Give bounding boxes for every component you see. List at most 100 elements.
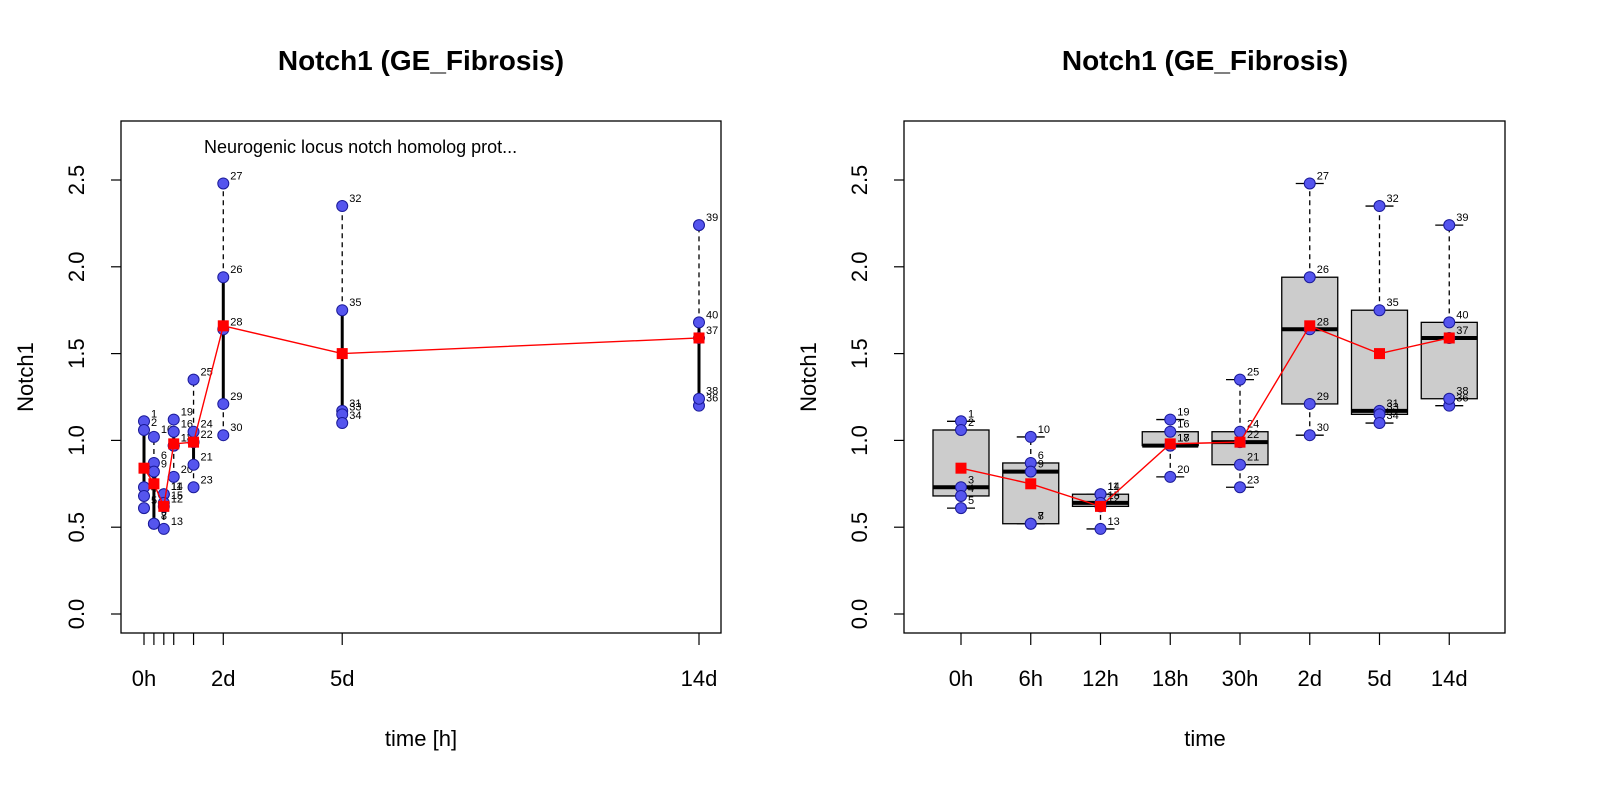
left-point-label: 9 — [161, 459, 167, 471]
left-data-point — [187, 458, 200, 471]
right-point-label: 26 — [1317, 264, 1329, 276]
right-data-point — [955, 489, 967, 502]
left-point-label: 30 — [230, 422, 242, 434]
left-data-point — [693, 392, 705, 405]
left-data-point — [217, 271, 230, 284]
right-chart-title: Notch1 (GE_Fibrosis) — [1062, 45, 1348, 76]
left-x-axis-label: time [h] — [385, 726, 457, 751]
left-data-point — [693, 219, 705, 232]
right-mean-marker — [1095, 500, 1106, 512]
left-y-axis-label: Notch1 — [13, 342, 38, 412]
right-point-label: 12 — [1108, 493, 1120, 505]
left-plot-frame — [120, 120, 722, 634]
left-mean-marker — [168, 438, 180, 450]
left-y-tick-label: 2.5 — [64, 165, 89, 196]
left-data-point — [167, 425, 180, 438]
left-data-point — [336, 200, 349, 213]
right-point-label: 36 — [1456, 393, 1468, 405]
left-data-point — [138, 423, 150, 436]
right-point-label: 35 — [1387, 297, 1399, 309]
right-point-label: 39 — [1456, 212, 1468, 224]
right-point-label: 8 — [1038, 511, 1044, 523]
left-data-point — [217, 397, 230, 410]
right-data-point — [1443, 392, 1456, 405]
right-mean-marker — [1374, 348, 1385, 360]
left-data-point — [336, 304, 349, 317]
left-data-point — [187, 481, 200, 494]
right-point-label: 25 — [1247, 367, 1259, 379]
left-point-label: 5 — [151, 495, 157, 507]
left-y-tick-label: 1.5 — [64, 338, 89, 369]
left-x-tick-label: 0h — [132, 666, 156, 691]
right-data-point — [1443, 219, 1456, 232]
left-mean-marker — [188, 436, 200, 448]
right-point-label: 17 — [1177, 433, 1189, 445]
left-mean-marker — [217, 320, 229, 332]
left-mean-marker — [693, 332, 705, 344]
left-point-label: 12 — [171, 493, 183, 505]
right-x-tick-label: 30h — [1222, 666, 1259, 691]
right-point-label: 19 — [1177, 407, 1189, 419]
right-data-point — [1164, 413, 1177, 426]
left-point-label: 36 — [706, 393, 718, 405]
left-point-label: 29 — [230, 391, 242, 403]
right-data-point — [1164, 425, 1177, 438]
right-point-label: 30 — [1317, 422, 1329, 434]
left-point-label: 14 — [171, 481, 183, 493]
right-mean-marker — [1234, 436, 1246, 448]
right-y-tick-label: 1.5 — [847, 338, 872, 369]
left-mean-marker — [158, 500, 170, 512]
right-x-tick-label: 6h — [1019, 666, 1043, 691]
left-x-tick-label: 2d — [211, 666, 235, 691]
right-point-label: 5 — [968, 495, 974, 507]
left-chart-title: Notch1 (GE_Fibrosis) — [278, 45, 564, 76]
right-point-label: 24 — [1247, 419, 1259, 431]
right-point-label: 32 — [1387, 193, 1399, 205]
left-point-label: 38 — [706, 386, 718, 398]
right-point-label: 14 — [1108, 481, 1120, 493]
right-y-tick-label: 2.5 — [847, 165, 872, 196]
right-data-point — [1234, 481, 1246, 494]
left-y-tick-label: 0.0 — [64, 599, 89, 630]
left-y-tick-label: 1.0 — [64, 425, 89, 456]
right-point-label: 15 — [1108, 490, 1120, 502]
left-y-tick-label: 0.5 — [64, 512, 89, 543]
left-mean-marker — [138, 462, 150, 474]
right-point-label: 11 — [1108, 481, 1119, 493]
left-point-label: 40 — [706, 309, 718, 321]
left-data-point — [336, 417, 349, 430]
right-point-label: 3 — [968, 474, 974, 486]
left-data-point — [157, 522, 170, 535]
right-data-point — [1373, 200, 1386, 213]
right-box — [1281, 276, 1339, 405]
left-point-label: 35 — [349, 297, 361, 309]
left-point-label: 11 — [171, 481, 182, 493]
left-data-point — [693, 316, 705, 329]
left-point-label: 15 — [171, 490, 183, 502]
right-x-tick-label: 2d — [1298, 666, 1322, 691]
right-y-tick-label: 1.0 — [847, 425, 872, 456]
right-y-tick-label: 0.5 — [847, 512, 872, 543]
right-x-tick-label: 18h — [1152, 666, 1189, 691]
right-point-label: 38 — [1456, 386, 1468, 398]
left-point-label: 22 — [201, 429, 213, 441]
right-data-point — [1164, 470, 1177, 483]
left-point-label: 31 — [349, 398, 361, 410]
left-point-label: 21 — [201, 452, 213, 464]
right-data-point — [1024, 430, 1037, 443]
right-data-point — [1443, 316, 1456, 329]
left-point-label: 6 — [161, 450, 167, 462]
right-point-label: 20 — [1177, 464, 1189, 476]
left-point-label: 27 — [230, 170, 242, 182]
right-point-label: 34 — [1387, 410, 1399, 422]
right-point-label: 33 — [1387, 401, 1399, 413]
right-point-label: 2 — [968, 417, 974, 429]
right-mean-marker — [1025, 478, 1037, 490]
right-panel: Notch1 (GE_Fibrosis)time Notch1 0.0 0.5 1.0 1… — [796, 45, 1506, 751]
left-point-label: 26 — [230, 264, 242, 276]
right-data-point — [955, 502, 967, 515]
right-point-label: 9 — [1038, 459, 1044, 471]
right-mean-marker — [1304, 320, 1316, 332]
right-point-label: 31 — [1387, 398, 1399, 410]
